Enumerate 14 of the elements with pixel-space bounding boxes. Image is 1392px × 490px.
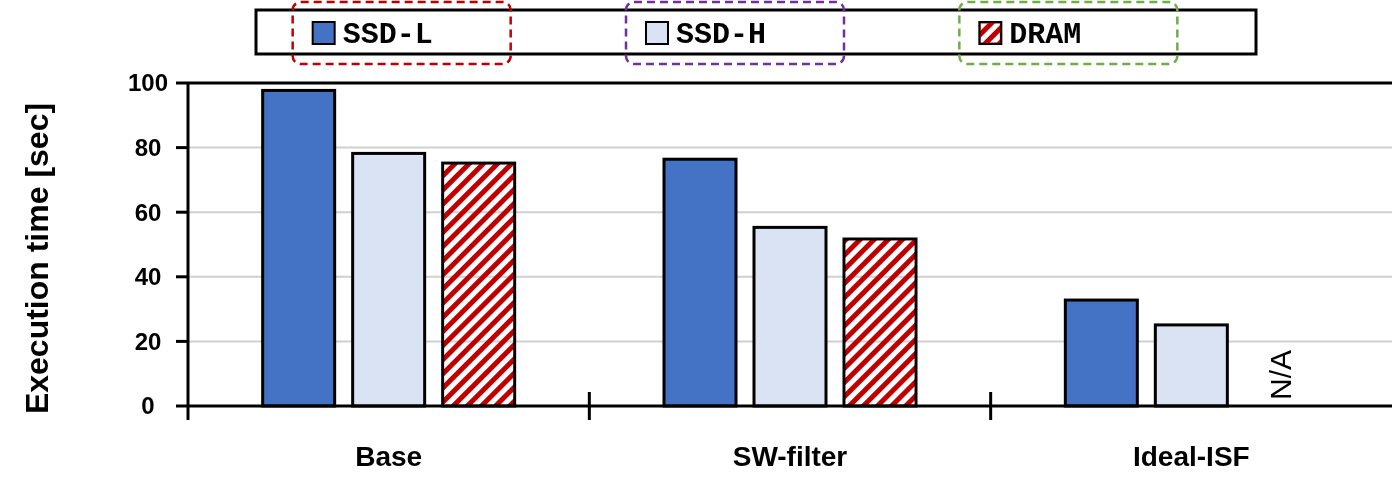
x-tick-label: SW-filter [732,441,848,472]
y-tick-label: 60 [134,198,162,226]
x-tick-label: Base [355,441,423,472]
legend-label: SSD-L [342,18,433,52]
annotation: N/A [1264,349,1298,400]
x-tick-label: Ideal-ISF [1132,441,1250,472]
y-tick-label: 100 [127,69,169,97]
legend-label: DRAM [1009,18,1082,52]
y-tick-label: 20 [134,327,162,355]
y-tick-label: 0 [141,392,155,420]
y-axis-title: Execution time [sec] [19,102,55,415]
y-tick-label: 80 [134,134,162,161]
legend-label: SSD-H [676,18,767,52]
y-tick-label: 40 [134,263,162,291]
